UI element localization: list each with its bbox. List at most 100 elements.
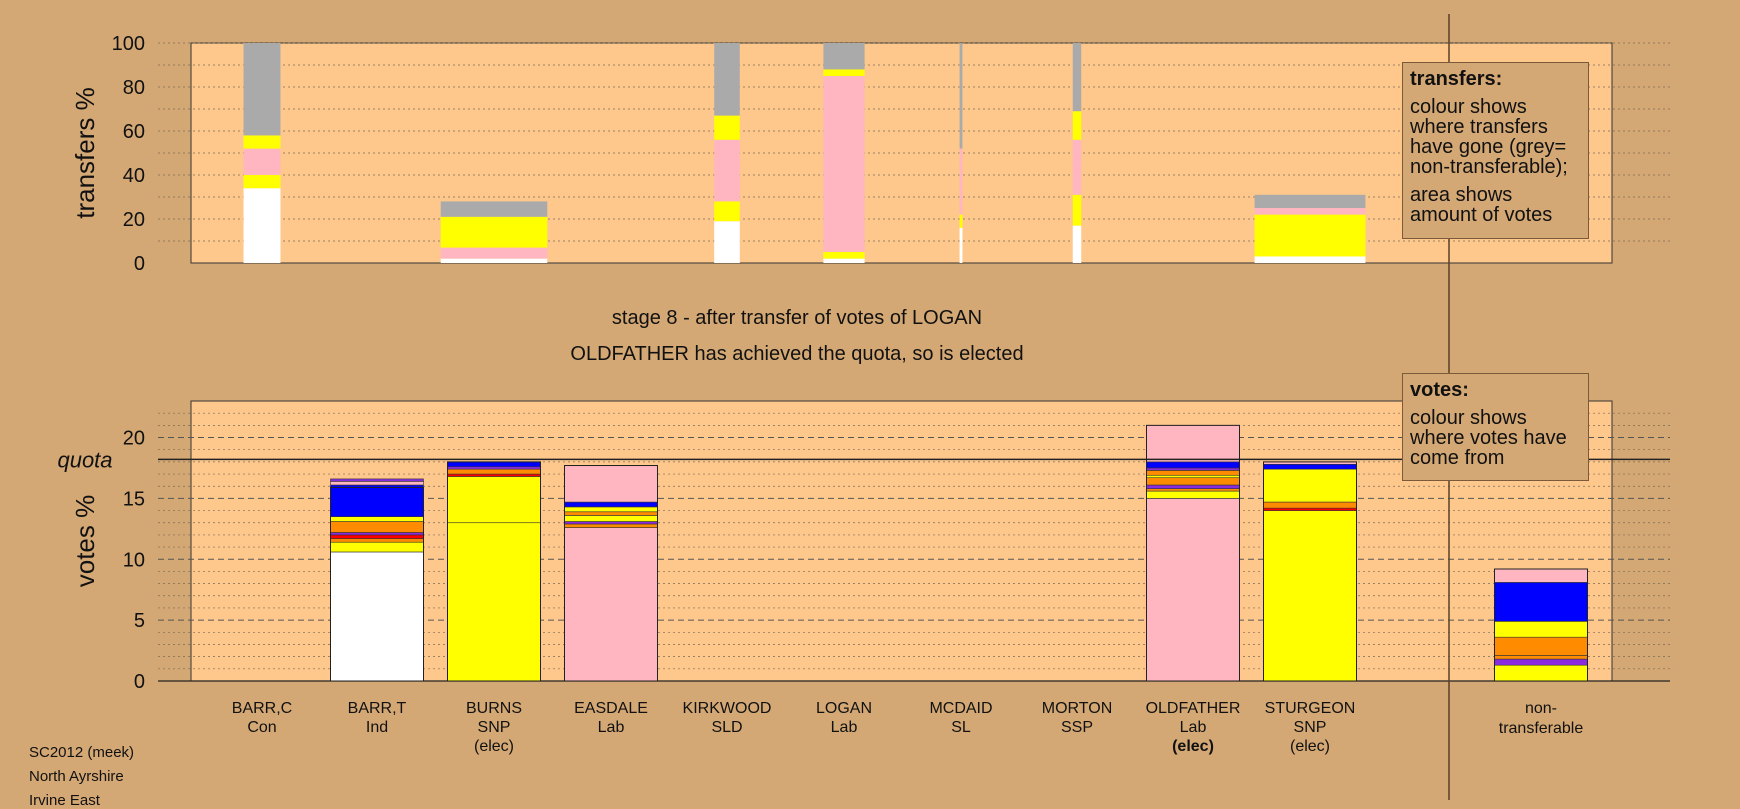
votes-legend-text: colour shows where votes have come from — [1410, 407, 1567, 469]
candidate-party: Lab — [598, 719, 625, 736]
vote-segment-snp — [330, 516, 424, 522]
transfer-segment-lab — [1072, 139, 1082, 195]
vote-segment-sld — [1146, 477, 1240, 486]
vote-segment-sld — [1146, 470, 1240, 476]
vote-segment-snp — [1146, 490, 1240, 499]
candidate-name: BURNS — [466, 700, 522, 717]
candidate-party: SSP — [1061, 719, 1093, 736]
vote-segment-indb — [1263, 464, 1357, 470]
candidate-name: OLDFATHER — [1146, 700, 1241, 717]
nontransferable-label-line1: non- — [1525, 700, 1557, 717]
transfer-segment-con — [714, 221, 740, 263]
candidate-name: MCDAID — [929, 700, 992, 717]
candidate-status: (elec) — [474, 738, 514, 755]
candidate-party: Ind — [366, 719, 388, 736]
vote-segment-lab — [1146, 425, 1240, 463]
candidate-name: BARR,T — [348, 700, 407, 717]
vote-bars — [330, 424, 1588, 682]
transfers-y-tick-label: 0 — [134, 253, 145, 275]
vote-segment-other — [1146, 467, 1240, 471]
vote-segment-sld — [1494, 655, 1588, 660]
transfers-y-tick-label: 100 — [112, 33, 145, 55]
transfers-y-tick-label: 40 — [123, 165, 145, 187]
transfer-segment-snp — [440, 216, 548, 248]
transfer-segment-snp — [1072, 194, 1082, 226]
candidate-party: Lab — [1180, 719, 1207, 736]
vote-segment-indb — [1494, 582, 1588, 622]
vote-segment-indb — [447, 461, 541, 468]
votes-y-tick-label: 10 — [123, 549, 145, 571]
stage-title: stage 8 - after transfer of votes of LOG… — [612, 307, 982, 329]
candidate-party: SNP — [478, 719, 511, 736]
vote-segment-sld — [564, 523, 658, 528]
vote-bar-outline — [1263, 461, 1357, 682]
vote-segment-lab — [1494, 568, 1588, 583]
transfer-segment-snp — [959, 214, 963, 228]
transfer-segment-lab — [440, 247, 548, 259]
footer-council: North Ayrshire — [29, 768, 124, 785]
transfers-y-tick-label: 60 — [123, 121, 145, 143]
vote-segment-sld — [1263, 501, 1357, 509]
candidate-name: STURGEON — [1265, 700, 1356, 717]
transfer-segment-con — [959, 227, 963, 263]
vote-segment-sld — [330, 521, 424, 533]
vote-segment-snp — [1263, 468, 1357, 503]
transfer-segment-snp — [714, 115, 740, 140]
transfers-y-tick-label: 80 — [123, 77, 145, 99]
candidate-party: SLD — [711, 719, 742, 736]
transfer-segment-con — [1254, 256, 1366, 263]
vote-segment-sl — [1263, 507, 1357, 511]
transfer-segment-snp — [1254, 214, 1366, 257]
transfer-segment-lab — [1254, 208, 1366, 215]
vote-segment-indb — [1146, 461, 1240, 469]
transfers-y-tick-label: 20 — [123, 209, 145, 231]
transfers-y-axis-label: transfers % — [70, 87, 100, 219]
candidate-name: LOGAN — [816, 700, 872, 717]
transfers-plot-area — [190, 42, 1613, 264]
nontransferable-label-line2: transferable — [1499, 720, 1584, 737]
vote-segment-other — [1494, 658, 1588, 666]
vote-segment-sld — [447, 468, 541, 475]
vote-segment-other — [330, 532, 424, 536]
vote-segment-indb — [564, 501, 658, 508]
transfer-segment-lab — [823, 76, 865, 252]
transfer-segment-snp — [243, 135, 281, 149]
votes-panel: quota 0 5 10 15 20 votes % — [57, 400, 1670, 693]
vote-bar-outline — [447, 461, 541, 682]
votes-legend-title: votes: — [1410, 379, 1469, 401]
transfer-segment-nontransferable — [959, 43, 963, 149]
transfer-segment-con — [440, 258, 548, 263]
transfers-legend-text-colour: colour shows where transfers have gone (… — [1410, 96, 1568, 178]
vote-bar-outline — [564, 465, 658, 682]
footer-election: SC2012 (meek) — [29, 744, 135, 761]
vote-bar-outline — [1494, 568, 1588, 682]
candidate-status: (elec) — [1290, 738, 1330, 755]
transfers-legend: transfers: colour shows where transfers … — [1402, 62, 1589, 239]
transfer-segment-lab — [959, 148, 963, 215]
vote-segment-snp — [1146, 474, 1240, 478]
vote-segment-ind — [330, 551, 424, 682]
vote-segment-sld — [330, 538, 424, 543]
votes-y-tick-label: 20 — [123, 428, 145, 450]
vote-segment-other — [330, 478, 424, 482]
votes-y-tick-label: 0 — [134, 671, 145, 693]
transfer-segment-nontransferable — [1254, 194, 1366, 208]
candidate-name: BARR,C — [232, 700, 292, 717]
transfer-segment-nontransferable — [243, 43, 281, 136]
candidate-party: SNP — [1294, 719, 1327, 736]
vote-segment-lab — [1146, 498, 1240, 682]
quota-label: quota — [57, 447, 112, 472]
transfer-segment-con — [1072, 225, 1082, 263]
vote-segment-sld — [1494, 636, 1588, 656]
vote-segment-sl — [330, 534, 424, 539]
transfer-segment-lab — [714, 139, 740, 202]
stage-subtitle: OLDFATHER has achieved the quota, so is … — [570, 343, 1023, 365]
vote-segment-snp — [1494, 621, 1588, 638]
vote-segment-snp — [447, 522, 541, 682]
votes-legend: votes: colour shows where votes have com… — [1402, 373, 1589, 481]
transfer-segment-snp — [823, 69, 865, 76]
votes-y-tick-label: 15 — [123, 488, 145, 510]
vote-bar-outline — [1146, 424, 1240, 682]
vote-segment-lab — [330, 481, 424, 486]
